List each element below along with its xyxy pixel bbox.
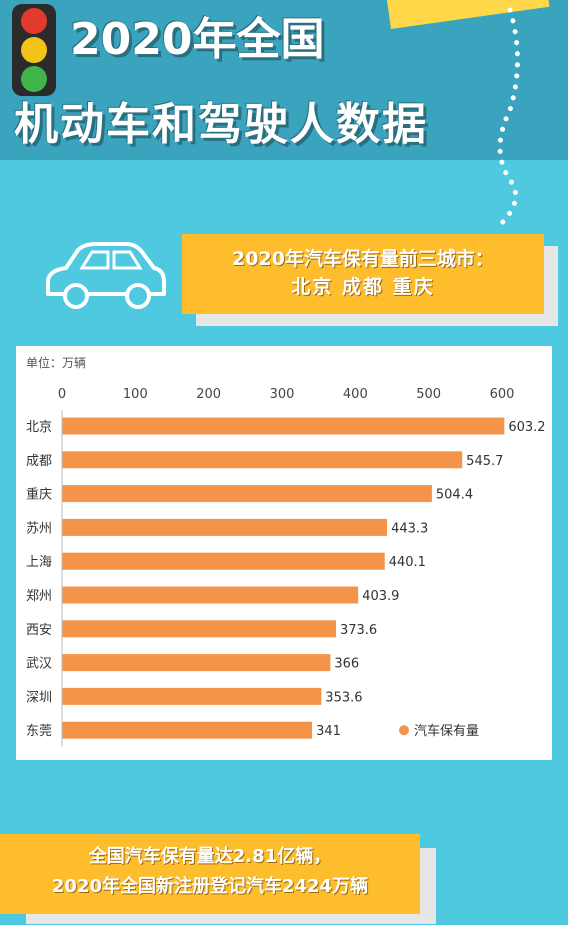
legend-marker <box>399 725 409 736</box>
car-icon <box>46 242 166 309</box>
bar <box>62 451 463 469</box>
category-label: 郑州 <box>26 589 52 604</box>
banner-top-line2: 北京 成都 重庆 <box>291 276 435 298</box>
value-label: 403.9 <box>362 589 399 604</box>
category-label: 重庆 <box>26 487 52 503</box>
bar <box>62 518 388 536</box>
category-label: 西安 <box>26 623 52 638</box>
legend-label: 汽车保有量 <box>414 723 479 739</box>
value-label: 373.6 <box>340 623 377 638</box>
x-tick-label: 400 <box>343 387 368 402</box>
dotted-path-decoration <box>497 7 520 228</box>
traffic-light-icon <box>12 4 56 96</box>
category-label: 上海 <box>26 555 52 570</box>
page-title-line1: 2020年全国 <box>70 14 325 65</box>
category-label: 深圳 <box>26 690 52 705</box>
bar <box>62 654 331 672</box>
header-band <box>0 0 568 160</box>
value-label: 366 <box>334 657 359 672</box>
x-tick-label: 500 <box>416 387 441 402</box>
category-label: 北京 <box>26 420 52 435</box>
x-tick-label: 200 <box>196 387 221 402</box>
banner-top-line1: 2020年汽车保有量前三城市： <box>232 248 494 270</box>
bar <box>62 687 322 705</box>
x-tick-label: 0 <box>58 387 66 402</box>
value-label: 440.1 <box>389 555 426 570</box>
value-label: 353.6 <box>325 690 362 705</box>
bar <box>62 586 359 604</box>
bar <box>62 552 385 570</box>
bar <box>62 417 505 435</box>
category-label: 苏州 <box>26 520 52 536</box>
chart-unit-label: 单位：万辆 <box>26 356 87 370</box>
x-tick-label: 100 <box>123 387 148 402</box>
value-label: 545.7 <box>466 454 503 469</box>
bar <box>62 485 432 503</box>
category-label: 东莞 <box>26 724 52 739</box>
banner-bottom-line1: 全国汽车保有量达2.81亿辆， <box>88 846 332 867</box>
bar <box>62 721 313 739</box>
category-label: 成都 <box>26 454 52 469</box>
value-label: 603.2 <box>508 420 545 435</box>
x-tick-label: 300 <box>270 387 295 402</box>
value-label: 341 <box>316 724 341 739</box>
national-stats-banner: 全国汽车保有量达2.81亿辆， 2020年全国新注册登记汽车2424万辆 <box>0 834 420 914</box>
bar <box>62 620 336 638</box>
banner-bottom-line2: 2020年全国新注册登记汽车2424万辆 <box>51 876 369 897</box>
page-title-line2: 机动车和驾驶人数据 <box>14 99 428 150</box>
bar-chart: 0 100 200 300 400 500 600 北京 603.2 成都 545.7 重庆 504.4… <box>26 387 546 747</box>
x-tick-label: 600 <box>490 387 515 402</box>
top-cities-banner: 2020年汽车保有量前三城市： 北京 成都 重庆 <box>182 234 544 314</box>
value-label: 504.4 <box>436 488 473 503</box>
category-label: 武汉 <box>26 657 52 672</box>
value-label: 443.3 <box>391 521 428 536</box>
